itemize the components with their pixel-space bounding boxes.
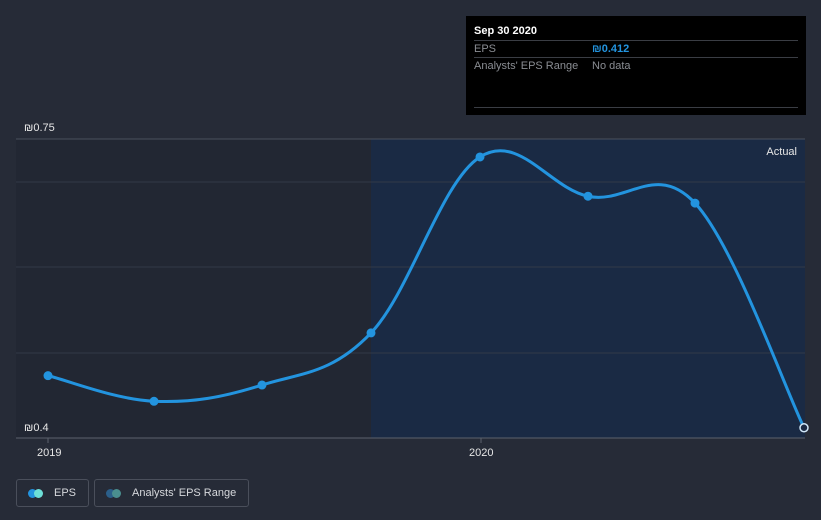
tooltip-range-value: No data: [592, 60, 631, 72]
eps-data-point[interactable]: [257, 380, 267, 390]
eps-data-point[interactable]: [149, 396, 159, 406]
tooltip: Sep 30 2020 EPS ₪0.412 Analysts' EPS Ran…: [466, 16, 806, 115]
actual-region: [371, 139, 805, 438]
legend-label-analysts-range: Analysts' EPS Range: [132, 487, 237, 499]
x-tick-label-2020: 2020: [469, 447, 493, 459]
eps-data-point[interactable]: [799, 422, 809, 433]
tooltip-row-range: Analysts' EPS Range No data: [474, 58, 798, 75]
legend: EPS Analysts' EPS Range: [16, 479, 250, 507]
eps-data-point[interactable]: [583, 191, 593, 201]
past-region: [16, 139, 371, 438]
range-legend-icon: [106, 488, 122, 498]
eps-legend-icon: [28, 488, 44, 498]
legend-label-eps: EPS: [54, 487, 77, 499]
y-tick-min: ₪0.4: [24, 422, 49, 434]
tooltip-eps-label: EPS: [474, 43, 497, 55]
legend-item-eps[interactable]: EPS: [16, 479, 90, 507]
tooltip-row-eps: EPS ₪0.412: [474, 41, 798, 58]
tooltip-divider: [474, 107, 798, 108]
eps-data-point[interactable]: [475, 152, 485, 162]
tooltip-date: Sep 30 2020: [474, 24, 798, 41]
legend-item-analysts-range[interactable]: Analysts' EPS Range: [94, 479, 250, 507]
actual-label: Actual: [766, 146, 797, 158]
y-tick-max: ₪0.75: [24, 122, 55, 134]
eps-data-point[interactable]: [43, 371, 53, 381]
x-tick-label-2019: 2019: [37, 447, 61, 459]
tooltip-range-label: Analysts' EPS Range: [474, 60, 579, 72]
eps-points[interactable]: [43, 152, 809, 433]
eps-data-point[interactable]: [690, 198, 700, 208]
eps-data-point[interactable]: [366, 328, 376, 338]
tooltip-eps-value: ₪0.412: [592, 43, 630, 55]
